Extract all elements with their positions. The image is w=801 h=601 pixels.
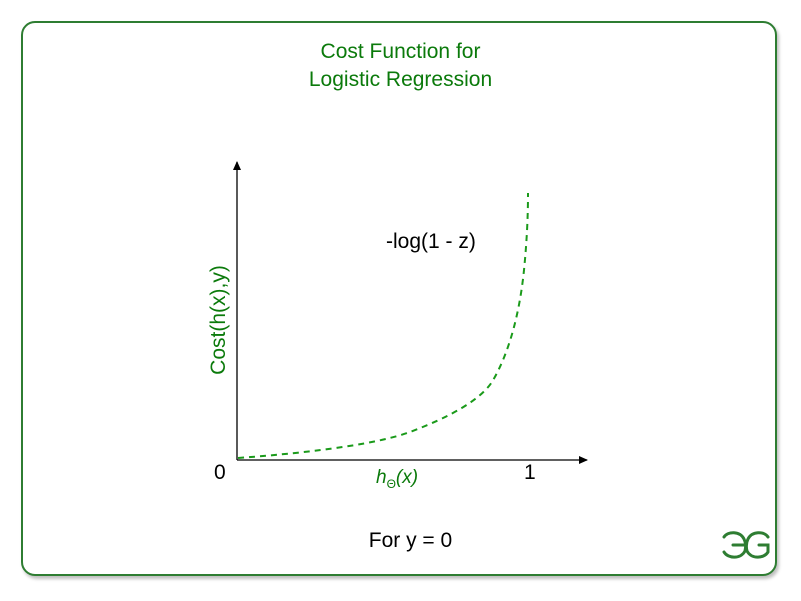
diagram-frame xyxy=(21,21,777,576)
title-line-1: Cost Function for xyxy=(320,40,481,63)
diagram-title: Cost Function for Logistic Regression xyxy=(0,38,801,94)
title-line-2: Logistic Regression xyxy=(308,68,493,91)
geeksforgeeks-logo-icon xyxy=(722,531,770,559)
x-label-argument: (x) xyxy=(395,467,419,488)
curve-label: -log(1 - z) xyxy=(386,230,476,253)
x-tick-origin: 0 xyxy=(214,461,226,484)
caption: For y = 0 xyxy=(368,529,453,552)
cost-curve xyxy=(237,192,529,459)
x-tick-end: 1 xyxy=(524,461,536,484)
x-label-subscript: Θ xyxy=(386,476,396,491)
x-axis-label: hΘ(x) xyxy=(376,467,418,491)
x-label-main: h xyxy=(376,467,387,488)
y-axis-label: Cost(h(x),y) xyxy=(207,265,230,375)
